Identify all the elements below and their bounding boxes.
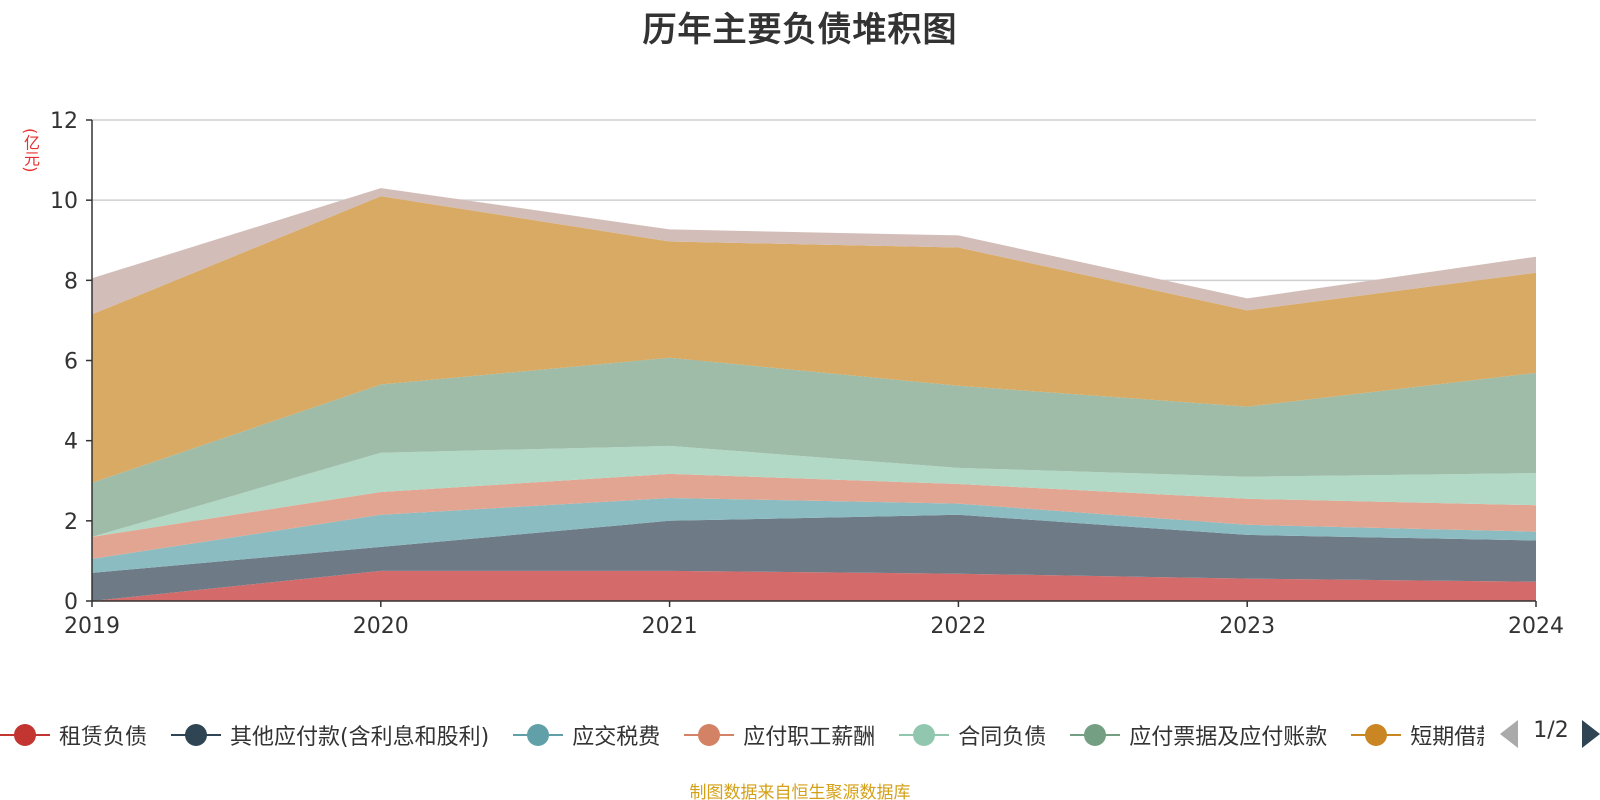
legend: 租赁负债 其他应付款(含利息和股利) 应交税费 应付职工薪酬 合同负债 应付票据及应付账款… bbox=[0, 718, 1484, 752]
y-tick-label: 10 bbox=[50, 189, 78, 214]
legend-item-label: 合同负债 bbox=[958, 725, 1047, 750]
legend-item-label: 应付票据及应付账款 bbox=[1129, 725, 1328, 750]
y-tick-label: 6 bbox=[64, 350, 78, 375]
legend-item-label: 应交税费 bbox=[572, 725, 661, 750]
x-tick-label: 2019 bbox=[64, 614, 120, 639]
legend-item[interactable]: 短期借款 bbox=[1351, 718, 1484, 752]
x-tick-label: 2020 bbox=[353, 614, 409, 639]
legend-marker-icon bbox=[1351, 723, 1402, 747]
x-tick-label: 2023 bbox=[1219, 614, 1275, 639]
legend-next-page-icon[interactable] bbox=[1582, 720, 1600, 748]
stacked-area-chart: 0 2 4 6 8 10 12 2019 2020 2021 2022 2023 2024 bbox=[50, 109, 1564, 639]
area-series-7 bbox=[92, 188, 1536, 315]
legend-item-label: 短期借款 bbox=[1410, 725, 1484, 750]
area-series-4 bbox=[92, 445, 1536, 537]
chart-title: 历年主要负债堆积图 bbox=[642, 10, 958, 50]
legend-item[interactable]: 应交税费 bbox=[513, 718, 660, 752]
legend-item[interactable]: 合同负债 bbox=[899, 718, 1046, 752]
legend-prev-page-icon[interactable] bbox=[1500, 720, 1518, 748]
source-note: 制图数据来自恒生聚源数据库 bbox=[689, 783, 911, 800]
legend-marker-icon bbox=[171, 723, 222, 747]
legend-item-label: 其他应付款(含利息和股利) bbox=[230, 725, 490, 750]
y-tick-label: 4 bbox=[64, 430, 78, 455]
area-series-5 bbox=[92, 357, 1536, 537]
area-series-3 bbox=[92, 473, 1536, 559]
legend-item-label: 应付职工薪酬 bbox=[743, 725, 876, 750]
legend-marker-icon bbox=[899, 723, 950, 747]
y-tick-label: 0 bbox=[64, 590, 78, 615]
legend-item[interactable]: 应付职工薪酬 bbox=[684, 718, 875, 752]
y-axis-unit-label: (亿元) bbox=[21, 127, 40, 173]
x-tick-label: 2024 bbox=[1508, 614, 1564, 639]
legend-marker-icon bbox=[0, 723, 50, 747]
legend-item[interactable]: 租赁负债 bbox=[0, 718, 147, 752]
legend-pager: 1/2 bbox=[1500, 716, 1600, 752]
x-tick-label: 2022 bbox=[930, 614, 986, 639]
legend-page-indicator: 1/2 bbox=[1533, 718, 1569, 743]
area-series-2 bbox=[92, 498, 1536, 573]
x-tick-label: 2021 bbox=[642, 614, 698, 639]
y-tick-label: 8 bbox=[64, 269, 78, 294]
area-series-6 bbox=[92, 196, 1536, 483]
area-series-0 bbox=[92, 570, 1536, 601]
legend-marker-icon bbox=[1070, 723, 1121, 747]
y-tick-label: 12 bbox=[50, 109, 78, 134]
legend-marker-icon bbox=[684, 723, 735, 747]
legend-item[interactable]: 其他应付款(含利息和股利) bbox=[171, 718, 489, 752]
legend-item[interactable]: 应付票据及应付账款 bbox=[1070, 718, 1327, 752]
y-tick-label: 2 bbox=[64, 510, 78, 535]
area-series-1 bbox=[92, 514, 1536, 601]
legend-item-label: 租赁负债 bbox=[59, 725, 148, 750]
legend-marker-icon bbox=[513, 723, 564, 747]
